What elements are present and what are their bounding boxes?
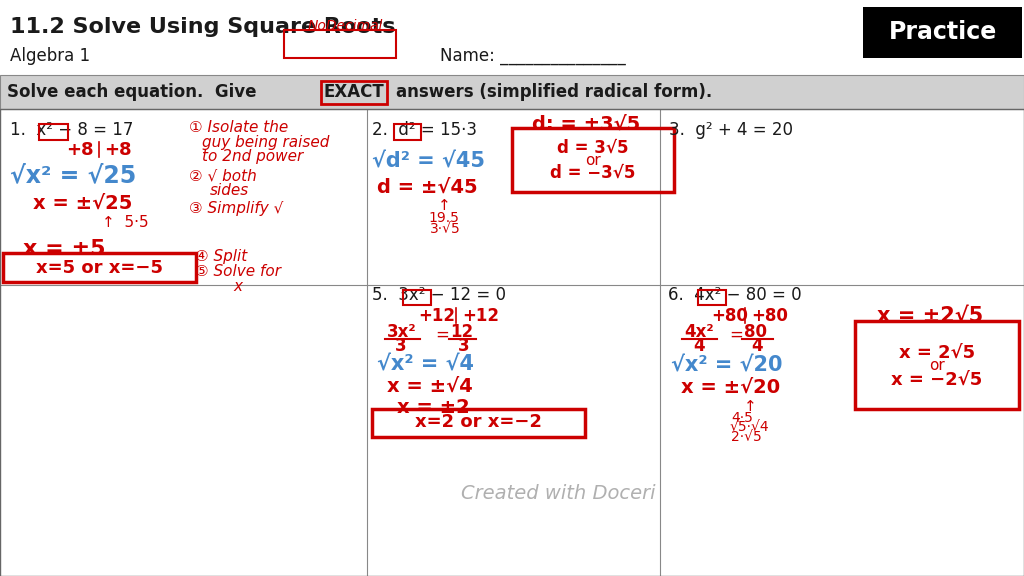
Bar (394, 124, 421, 140)
Text: Created with Doceri: Created with Doceri (461, 484, 655, 503)
Text: Algebra 1: Algebra 1 (10, 47, 90, 65)
Text: x: x (233, 279, 243, 294)
Text: answers (simplified radical form).: answers (simplified radical form). (396, 83, 713, 101)
Text: 2.  d² = 15·3: 2. d² = 15·3 (372, 120, 477, 139)
Bar (863, 7, 1022, 58)
Text: √x² = √25: √x² = √25 (10, 164, 136, 188)
Text: 3x²: 3x² (387, 323, 417, 342)
Text: x=5 or x=−5: x=5 or x=−5 (36, 259, 163, 277)
Text: x = ±√4: x = ±√4 (387, 377, 473, 395)
Text: 1.  x² − 8 = 17: 1. x² − 8 = 17 (10, 120, 133, 139)
Text: +12: +12 (462, 306, 499, 325)
Text: x = 2√5: x = 2√5 (899, 343, 975, 362)
Bar (0, 109, 1024, 576)
Text: +8: +8 (67, 141, 94, 159)
Text: 3·√5: 3·√5 (430, 222, 461, 236)
Text: ↑: ↑ (743, 399, 756, 414)
Text: NoDecimal: NoDecimal (307, 19, 383, 33)
Text: √d² = √45: √d² = √45 (372, 151, 484, 171)
Text: √x² = √20: √x² = √20 (671, 356, 782, 376)
Text: x = ±2√5: x = ±2√5 (877, 307, 983, 327)
Bar (284, 30, 396, 58)
Text: 12: 12 (451, 323, 474, 342)
Text: 3: 3 (458, 336, 469, 355)
Text: x = ±√20: x = ±√20 (681, 378, 780, 397)
Text: Solve each equation.  Give: Solve each equation. Give (7, 83, 262, 101)
Bar (698, 290, 726, 305)
Text: d = ±√45: d = ±√45 (377, 178, 477, 196)
Text: EXACT: EXACT (324, 83, 384, 101)
Bar (39, 124, 68, 140)
Text: ② √ both: ② √ both (189, 168, 257, 183)
Text: 4: 4 (752, 336, 763, 355)
Text: 5.  3x² − 12 = 0: 5. 3x² − 12 = 0 (372, 286, 506, 304)
Text: 19.5: 19.5 (428, 211, 459, 225)
Text: or: or (929, 358, 945, 373)
Text: x = ±√25: x = ±√25 (33, 194, 132, 212)
Text: √5·√4: √5·√4 (729, 420, 769, 434)
Text: ④ Split: ④ Split (195, 249, 247, 264)
Text: +8: +8 (104, 141, 132, 159)
Text: +80: +80 (712, 306, 749, 325)
Text: 3: 3 (395, 336, 407, 355)
Text: =: = (435, 326, 450, 344)
Text: ⑤ Solve for: ⑤ Solve for (195, 264, 281, 279)
Text: guy being raised: guy being raised (202, 135, 329, 150)
Text: d = −3√5: d = −3√5 (550, 164, 636, 182)
Text: 2·√5: 2·√5 (731, 430, 762, 444)
Text: Practice: Practice (889, 20, 997, 44)
Text: 80: 80 (744, 323, 767, 342)
Text: x = −2√5: x = −2√5 (891, 371, 983, 389)
Text: 4x²: 4x² (684, 323, 714, 342)
Text: ↑  5·5: ↑ 5·5 (102, 215, 150, 230)
Text: 4: 4 (693, 336, 705, 355)
Text: Name: _______________: Name: _______________ (440, 47, 626, 65)
Bar (0, 75, 1024, 109)
Text: x = ±2: x = ±2 (397, 399, 470, 417)
Text: or: or (585, 153, 601, 168)
Text: 11.2 Solve Using Square Roots: 11.2 Solve Using Square Roots (10, 17, 395, 37)
Text: d = 3√5: d = 3√5 (557, 138, 629, 157)
Text: =: = (729, 326, 743, 344)
Text: +80: +80 (752, 306, 788, 325)
Text: x=2 or x=−2: x=2 or x=−2 (415, 413, 542, 431)
Text: 4·5: 4·5 (731, 411, 753, 425)
Bar (403, 290, 431, 305)
Text: ① Isolate the: ① Isolate the (189, 120, 289, 135)
Text: to 2nd power: to 2nd power (202, 149, 303, 164)
Text: √x² = √4: √x² = √4 (377, 354, 474, 374)
Text: d: = ±3√5: d: = ±3√5 (532, 115, 641, 133)
Text: sides: sides (210, 183, 249, 198)
Text: ③ Simplify √: ③ Simplify √ (189, 201, 284, 216)
Text: x = ±5: x = ±5 (23, 240, 105, 259)
Text: ↑: ↑ (438, 198, 451, 213)
Text: +12: +12 (418, 306, 455, 325)
Text: 3.  g² + 4 = 20: 3. g² + 4 = 20 (669, 120, 793, 139)
Text: 6.  4x² − 80 = 0: 6. 4x² − 80 = 0 (668, 286, 801, 304)
